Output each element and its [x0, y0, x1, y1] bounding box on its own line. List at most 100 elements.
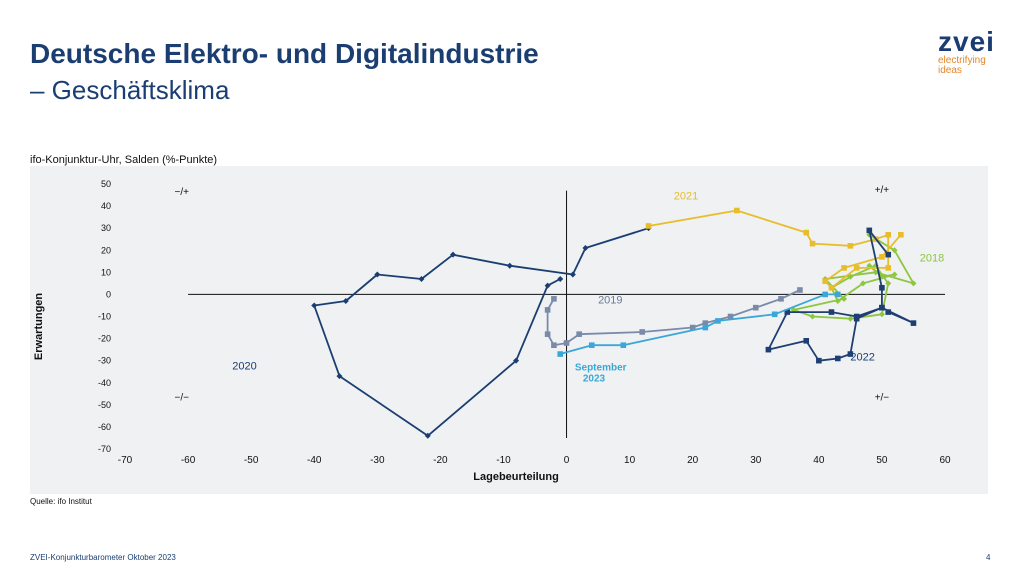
data-point-2019 — [551, 342, 557, 349]
x-tick-label: 30 — [750, 455, 762, 466]
y-tick-label: -40 — [98, 378, 111, 388]
data-point-2018 — [847, 273, 854, 280]
chart-panel: -70 -60 -50 -40 -30 -20 -10 0 10 20 30 40 50 60 50 40 30… — [30, 166, 988, 494]
data-point-2022 — [879, 304, 885, 311]
data-point-2018 — [891, 271, 898, 278]
data-point-2020 — [544, 282, 551, 289]
x-tick-label: -70 — [118, 455, 133, 466]
y-tick-label: 0 — [106, 289, 111, 299]
data-point-2018 — [885, 280, 892, 287]
data-point-2022 — [879, 284, 885, 291]
data-point-2019 — [797, 287, 803, 293]
data-point-2019 — [689, 324, 696, 331]
data-point-2018 — [834, 298, 841, 305]
data-point-2021 — [879, 254, 885, 260]
x-tick-label: -50 — [244, 455, 259, 466]
data-point-2018 — [860, 280, 866, 287]
data-point-2018 — [847, 315, 854, 322]
y-tick-label: 50 — [101, 179, 111, 189]
page-title: Deutsche Elektro- und Digitalindustrie — [30, 38, 539, 69]
data-point-2020 — [569, 271, 576, 278]
series-line-2022 — [767, 229, 915, 362]
data-point-2021 — [809, 240, 816, 247]
data-point-2019 — [752, 304, 759, 311]
data-point-2021 — [898, 231, 904, 238]
data-point-2019 — [778, 296, 784, 302]
data-point-2023 — [620, 342, 627, 349]
data-point-2021 — [822, 278, 828, 284]
data-point-2022 — [885, 251, 892, 258]
y-tick-label: -30 — [98, 356, 111, 366]
data-point-2018 — [872, 269, 879, 276]
data-point-2022 — [910, 320, 917, 326]
quadrant-label: −/− — [175, 392, 190, 403]
y-tick-label: 20 — [101, 245, 111, 255]
ifo-business-clock-chart: -70 -60 -50 -40 -30 -20 -10 0 10 20 30 40 50 60 50 40 30… — [33, 179, 951, 483]
y-tick-label: -10 — [98, 312, 111, 322]
data-point-2022 — [834, 355, 841, 362]
series-label-2020: 2020 — [232, 361, 256, 373]
data-point-2022 — [853, 315, 860, 322]
series-label-2019: 2019 — [598, 294, 622, 306]
data-point-2023 — [715, 318, 721, 324]
data-point-2018 — [891, 247, 898, 254]
data-point-2019 — [727, 313, 734, 320]
data-point-2021 — [885, 265, 892, 271]
series-line-2023 — [559, 293, 838, 355]
logo-tagline-1: electrifying — [938, 55, 986, 66]
data-point-2020 — [311, 302, 318, 309]
annotation-label-1: September — [575, 362, 627, 373]
data-point-2020 — [418, 275, 425, 282]
x-tick-label: -40 — [307, 455, 322, 466]
data-point-2021 — [885, 231, 892, 238]
y-tick-label: -70 — [98, 444, 111, 454]
annotation-label-2: 2023 — [583, 373, 606, 384]
series-label-2021: 2021 — [674, 190, 698, 202]
y-tick-label: 30 — [101, 223, 111, 233]
page-number: 4 — [986, 553, 991, 562]
series-label-2018: 2018 — [920, 252, 944, 264]
series-line-2021 — [648, 209, 902, 289]
data-point-2021 — [828, 284, 835, 291]
data-point-2022 — [803, 337, 810, 344]
y-tick-label: 10 — [101, 267, 111, 277]
zvei-logo: zvei electrifying ideas — [938, 28, 995, 76]
data-point-2022 — [866, 227, 873, 234]
x-tick-label: 50 — [876, 455, 888, 466]
x-tick-label: -30 — [370, 455, 385, 466]
quadrant-label: +/− — [875, 392, 890, 403]
data-point-2023 — [702, 324, 709, 331]
data-point-2021 — [847, 243, 854, 249]
y-tick-label: -60 — [98, 422, 111, 432]
x-tick-label: 60 — [939, 455, 951, 466]
data-point-2021 — [645, 223, 652, 229]
data-point-2022 — [816, 357, 822, 364]
x-tick-label: 10 — [624, 455, 636, 466]
data-point-2021 — [853, 265, 860, 271]
logo-tagline-2: ideas — [938, 65, 962, 76]
data-point-2023 — [588, 342, 595, 349]
x-tick-label: 0 — [564, 455, 570, 466]
x-tick-label: 40 — [813, 455, 825, 466]
data-point-2021 — [841, 265, 847, 271]
data-point-2020 — [336, 373, 343, 380]
data-point-2020 — [374, 271, 381, 278]
y-tick-label: 40 — [101, 201, 111, 211]
data-point-2021 — [803, 229, 810, 236]
data-point-2018 — [866, 262, 873, 269]
y-axis-label: Erwartungen — [33, 293, 45, 361]
series-label-2022: 2022 — [850, 352, 874, 364]
chart-heading: ifo-Konjunktur-Uhr, Salden (%-Punkte) — [30, 154, 218, 166]
data-point-2019 — [576, 331, 582, 337]
data-point-2022 — [828, 309, 835, 315]
y-tick-label: -20 — [98, 334, 111, 344]
data-point-2019 — [551, 296, 557, 302]
data-point-2019 — [702, 320, 709, 326]
series-line-2019 — [546, 289, 801, 347]
footer-text: ZVEI-Konjunkturbarometer Oktober 2023 — [30, 553, 176, 562]
x-tick-label: 20 — [687, 455, 699, 466]
data-point-2020 — [513, 357, 520, 364]
data-point-2023 — [557, 351, 564, 357]
page-subtitle: – Geschäftsklima — [30, 75, 230, 105]
data-point-2019 — [544, 307, 551, 313]
